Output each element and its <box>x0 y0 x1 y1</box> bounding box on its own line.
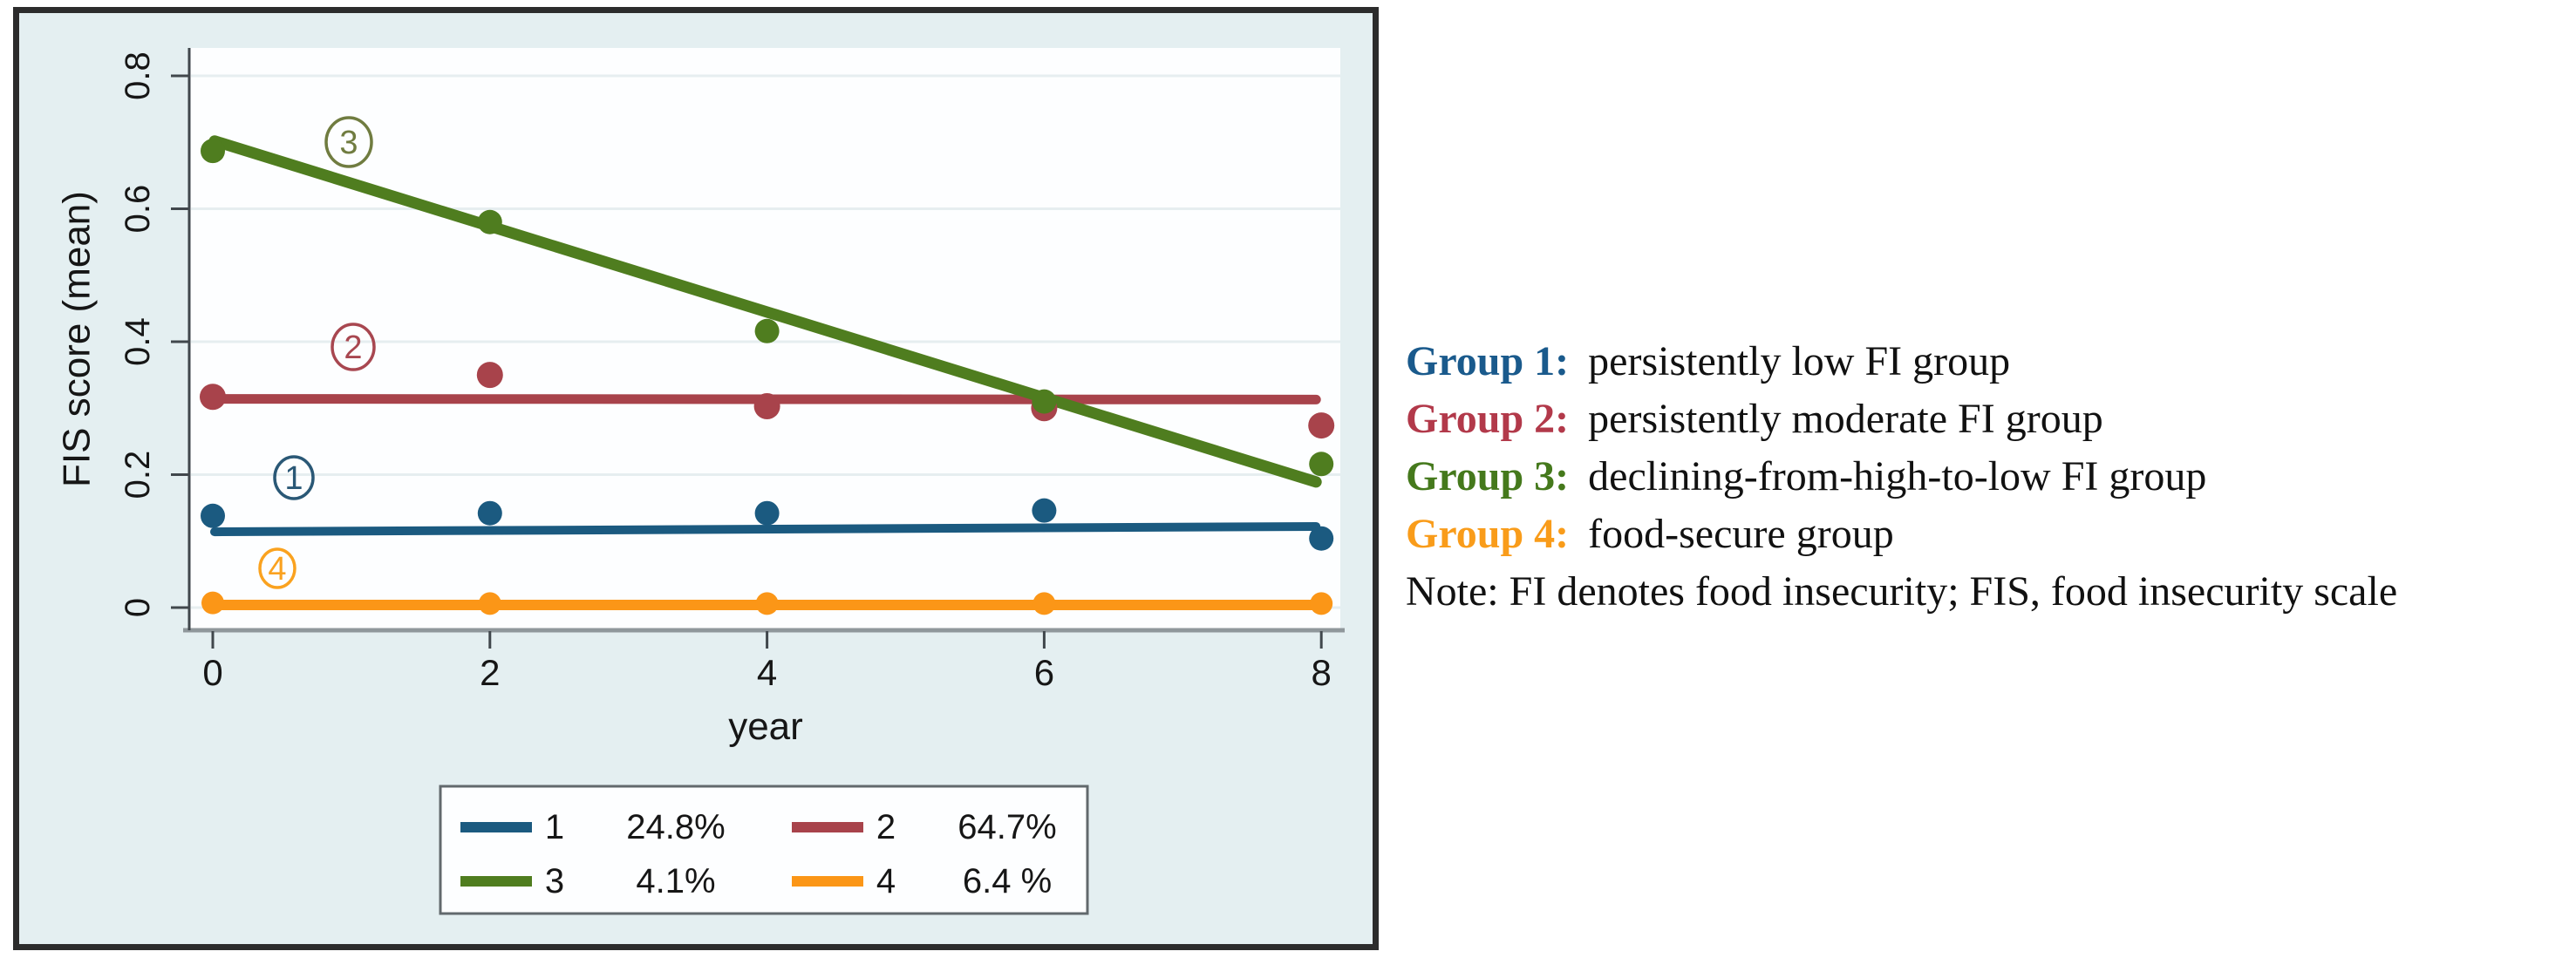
fit-line-group3 <box>208 135 1322 488</box>
circled-label-3 <box>324 116 373 168</box>
dot-group3-year6 <box>1032 389 1057 414</box>
group2-label: Group 2: <box>1406 396 1570 442</box>
circled-label-num-3: 3 <box>339 125 358 161</box>
dot-group1-year8 <box>1309 526 1334 551</box>
legend-name-group3: 3 <box>545 862 564 900</box>
legend-swatch-group4 <box>792 876 863 887</box>
legend-swatch-group3 <box>460 876 532 887</box>
x-tick-label: 4 <box>757 652 777 693</box>
legend-swatch-group1 <box>460 822 532 832</box>
y-tick-label: 0 <box>119 598 157 617</box>
group1-desc: persistently low FI group <box>1588 338 2011 384</box>
y-tick-label: 0.6 <box>119 185 157 234</box>
y-tick-label: 0.2 <box>119 451 157 499</box>
group2-desc: persistently moderate FI group <box>1588 396 2103 442</box>
group4-label: Group 4: <box>1406 511 1570 557</box>
group3-label: Group 3: <box>1406 453 1570 499</box>
legend-share-group3: 4.1% <box>636 862 715 900</box>
circled-label-1 <box>273 455 315 500</box>
dot-group4-year8 <box>1310 592 1333 615</box>
group3-desc: declining-from-high-to-low FI group <box>1588 453 2207 499</box>
group4-desc: food-secure group <box>1588 511 1894 557</box>
dot-group3-year4 <box>754 318 780 343</box>
note-line-footnote: Note: FI denotes food insecurity; FIS, f… <box>1406 563 2566 621</box>
dot-group4-year6 <box>1032 592 1056 615</box>
legend-box <box>439 785 1089 915</box>
legend-share-group4: 6.4 % <box>963 862 1052 900</box>
legend-swatch-group2 <box>792 822 863 832</box>
x-tick-label: 6 <box>1034 652 1054 693</box>
group-legend-notes: Group 1: persistently low FI group Group … <box>1406 333 2566 621</box>
dot-group3-year8 <box>1309 452 1334 477</box>
dot-group1-year2 <box>477 500 502 526</box>
dot-group2-year8 <box>1308 412 1335 439</box>
x-tick-label: 2 <box>480 652 500 693</box>
legend-name-group1: 1 <box>545 808 564 846</box>
dot-group1-year0 <box>201 503 225 528</box>
dot-group4-year2 <box>478 592 501 615</box>
circled-label-2 <box>331 323 376 371</box>
dot-group4-year4 <box>755 592 779 615</box>
y-axis-title: FIS score (mean) <box>56 191 99 487</box>
legend-share-group2: 64.7% <box>957 808 1056 846</box>
dot-group2-year0 <box>200 384 226 411</box>
footnote-text: Note: FI denotes food insecurity; FIS, f… <box>1406 568 2398 615</box>
group1-label: Group 1: <box>1406 338 1570 384</box>
legend-name-group4: 4 <box>876 862 896 900</box>
y-tick-label: 0.4 <box>119 317 157 366</box>
x-tick-label: 0 <box>202 652 222 693</box>
note-line-group2: Group 2: persistently moderate FI group <box>1406 391 2566 448</box>
dot-group4-year0 <box>201 591 224 615</box>
x-tick-label: 8 <box>1312 652 1332 693</box>
dot-group2-year2 <box>476 362 503 389</box>
legend-share-group1: 24.8% <box>626 808 725 846</box>
x-axis-title: year <box>728 705 803 748</box>
circled-label-num-1: 1 <box>284 460 303 497</box>
circled-label-num-4: 4 <box>268 551 286 588</box>
dot-group3-year2 <box>477 209 502 234</box>
legend-name-group2: 2 <box>876 808 896 846</box>
dot-group1-year4 <box>754 500 780 526</box>
fit-line-group1 <box>210 521 1321 537</box>
dot-group3-year0 <box>201 139 225 164</box>
note-line-group3: Group 3: declining-from-high-to-low FI gr… <box>1406 448 2566 506</box>
circled-label-num-2: 2 <box>344 330 362 366</box>
dot-group2-year4 <box>753 392 780 419</box>
note-line-group4: Group 4: food-secure group <box>1406 506 2566 563</box>
note-line-group1: Group 1: persistently low FI group <box>1406 333 2566 391</box>
y-tick-label: 0.8 <box>119 51 157 100</box>
dot-group1-year6 <box>1032 498 1057 523</box>
circled-label-4 <box>258 547 296 589</box>
